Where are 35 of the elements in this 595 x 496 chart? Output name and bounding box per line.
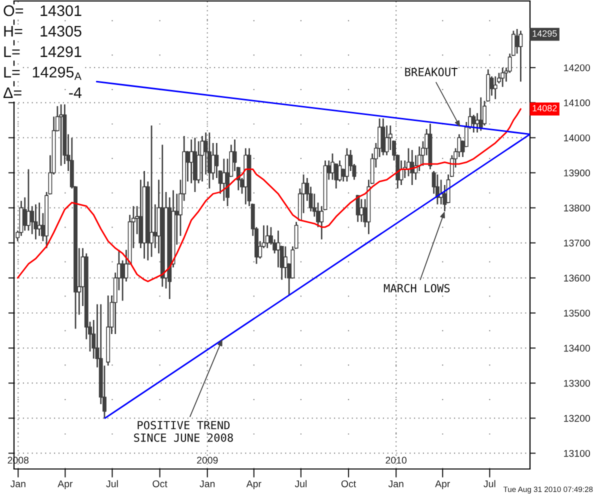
x2-tick-label: 2010 (386, 456, 407, 464)
y-tick-label: 14200 (564, 64, 590, 72)
x2-tick-label: 2009 (197, 456, 218, 464)
x-tick-label: Oct (152, 480, 168, 488)
annotation: BREAKOUT (405, 68, 458, 76)
x-tick-label: Jan (388, 480, 404, 488)
y-tick-label: 13400 (564, 344, 590, 352)
annotation: L= 14295$_{A}$ (4, 66, 82, 80)
data-label: 14082 (532, 105, 557, 112)
text: L= 14291 (4, 46, 82, 58)
y-tick-label: 13100 (564, 450, 590, 457)
x-tick-label: Oct (341, 480, 356, 488)
x-tick-label: Jul (294, 480, 307, 488)
annotation: MARCH LOWS (384, 284, 450, 292)
text: Δ= -4 (3, 87, 82, 98)
y-tick-label: 13200 (564, 414, 590, 422)
x-tick-label: Jul (484, 480, 496, 488)
text: 14295 (532, 30, 557, 37)
annotation: POSITIVE TREND SINCE JUNE 2008 (134, 420, 233, 442)
x-tick-label: Apr (246, 480, 262, 490)
y-tick-label: 13300 (564, 380, 590, 387)
text: H= 14305 (4, 26, 82, 37)
y-tick-label: 13800 (564, 204, 590, 212)
y-tick-label: 13500 (564, 310, 590, 317)
x-tick-label: Apr (58, 480, 73, 490)
y-tick-label: 14100 (564, 99, 590, 106)
y-tick-label: 13600 (564, 274, 590, 282)
x-tick-label: Apr (435, 480, 450, 490)
x-tick-label: Jul (106, 480, 118, 488)
annotation: O= 14301 (4, 5, 82, 16)
x-tick-label: Jan (10, 480, 26, 488)
y-tick-label: 13700 (564, 240, 590, 247)
x-tick-label: Jan (200, 480, 215, 488)
y-tick-label: 14000 (564, 134, 590, 142)
y-tick-label: 13900 (564, 170, 590, 176)
